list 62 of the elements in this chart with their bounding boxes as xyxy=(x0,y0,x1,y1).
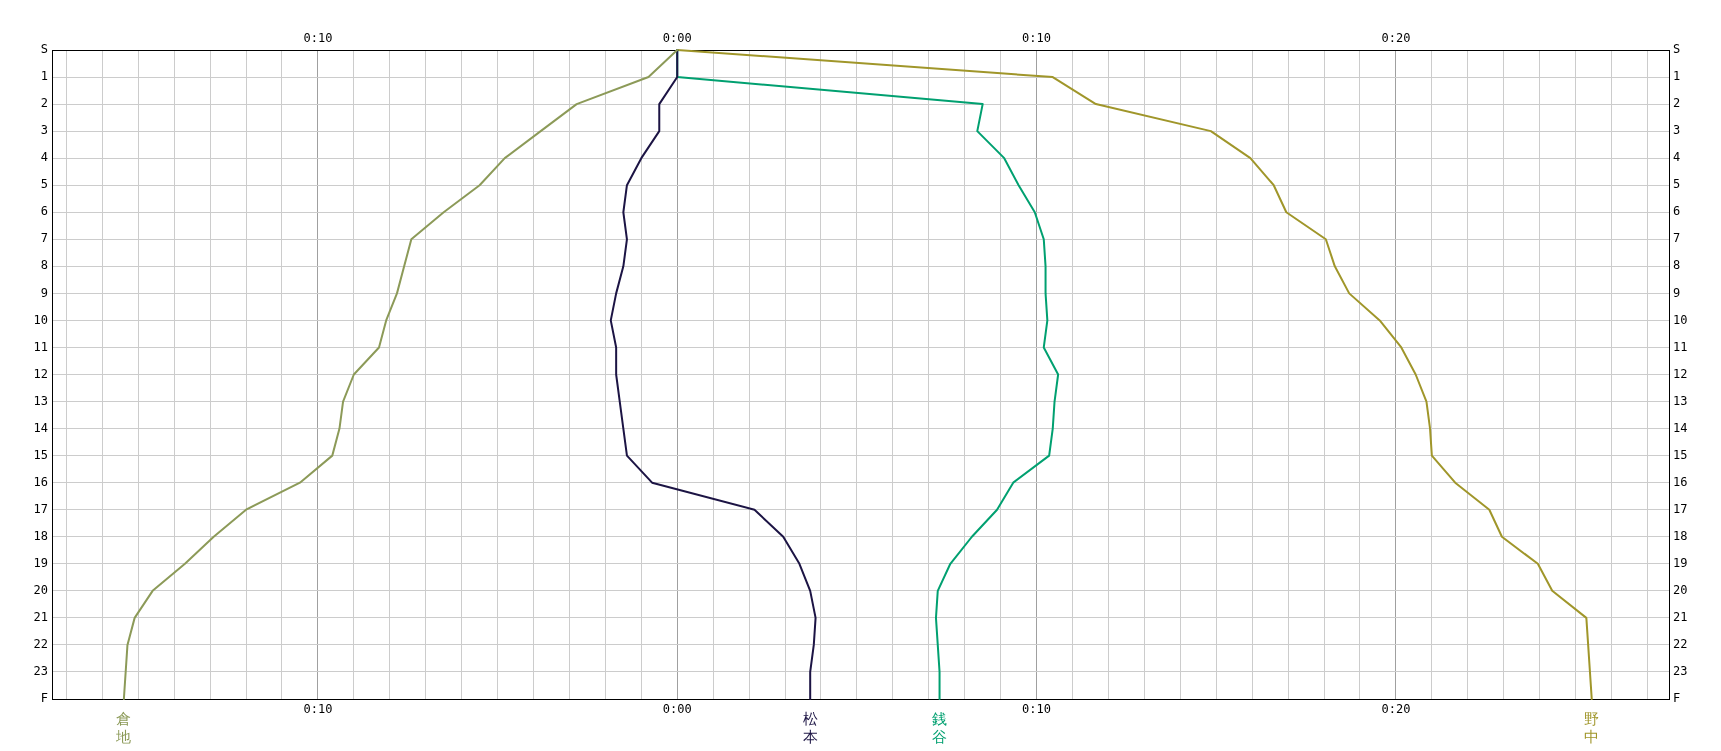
y-tick-label: 7 xyxy=(40,231,48,246)
category-label: 9 xyxy=(1673,285,1681,300)
y-tick-label: 16 xyxy=(33,474,48,489)
category-label: 3 xyxy=(1673,123,1681,138)
category-label: 1 xyxy=(1673,69,1681,84)
category-label: 10 xyxy=(1673,312,1688,327)
category-label: 23 xyxy=(1673,664,1688,679)
category-label: 14 xyxy=(1673,420,1688,435)
category-label: 18 xyxy=(1673,528,1688,543)
y-tick-label: 6 xyxy=(40,204,48,219)
x-tick-label: 0:10 xyxy=(1022,702,1052,717)
series-label: 野中 xyxy=(1584,710,1600,747)
category-label: 4 xyxy=(1673,150,1681,165)
category-label: 8 xyxy=(1673,258,1681,273)
series-label: 倉地 xyxy=(115,710,132,747)
x2-tick-label: 0:00 xyxy=(662,30,692,45)
category-label: 11 xyxy=(1673,339,1688,354)
y-tick-label: 9 xyxy=(40,285,48,300)
y-tick-label: S xyxy=(40,42,48,57)
x-tick-label: 0:10 xyxy=(303,702,333,717)
y-tick-label: 8 xyxy=(40,258,48,273)
y-tick-label: 12 xyxy=(33,366,48,381)
x-tick-label: 0:20 xyxy=(1381,702,1411,717)
category-label: 19 xyxy=(1673,555,1688,570)
category-label: 5 xyxy=(1673,177,1681,192)
y-tick-label: 4 xyxy=(40,150,48,165)
y-tick-label: 2 xyxy=(40,96,48,111)
x2-tick-label: 0:20 xyxy=(1381,30,1411,45)
category-label: 7 xyxy=(1673,231,1681,246)
category-label: 15 xyxy=(1673,447,1688,462)
x-tick-label: 0:00 xyxy=(662,702,692,717)
y-tick-label: F xyxy=(40,691,48,706)
category-label: 13 xyxy=(1673,393,1688,408)
y-tick-label: 22 xyxy=(33,637,48,652)
category-label: S xyxy=(1673,42,1681,57)
y-tick-label: 20 xyxy=(33,582,48,597)
x2-tick-label: 0:10 xyxy=(303,30,333,45)
y-tick-label: 1 xyxy=(40,69,48,84)
x2-tick-label: 0:10 xyxy=(1022,30,1052,45)
y-tick-label: 13 xyxy=(33,393,48,408)
y-tick-label: 5 xyxy=(40,177,48,192)
y-tick-label: 3 xyxy=(40,123,48,138)
category-label: 22 xyxy=(1673,637,1688,652)
category-label: 2 xyxy=(1673,96,1681,111)
y-tick-label: 15 xyxy=(33,447,48,462)
y-tick-label: 21 xyxy=(33,610,48,624)
category-label: 21 xyxy=(1673,610,1688,624)
y-tick-label: 17 xyxy=(33,501,48,516)
y-tick-label: 19 xyxy=(33,555,48,570)
y-tick-label: 10 xyxy=(33,312,48,327)
category-label: 16 xyxy=(1673,474,1688,489)
category-label: 20 xyxy=(1673,582,1688,597)
category-label: 12 xyxy=(1673,366,1688,381)
category-label: 6 xyxy=(1673,204,1681,219)
y-tick-label: 18 xyxy=(33,528,48,543)
y-tick-label: 14 xyxy=(33,420,48,435)
y-tick-label: 23 xyxy=(33,664,48,679)
category-label: 17 xyxy=(1673,501,1688,516)
series-label: 銭谷 xyxy=(932,710,948,747)
category-label: F xyxy=(1673,691,1681,706)
series-label: 松本 xyxy=(802,710,818,747)
y-tick-label: 11 xyxy=(33,339,48,354)
